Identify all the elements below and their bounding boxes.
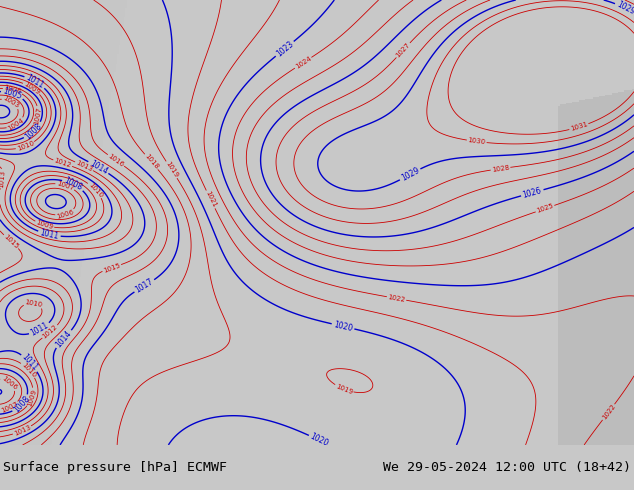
Text: 1014: 1014: [88, 159, 109, 176]
Text: 1015: 1015: [3, 233, 20, 250]
Text: 1010: 1010: [87, 181, 103, 199]
Text: 1011: 1011: [20, 353, 40, 373]
Text: 1012: 1012: [53, 157, 72, 169]
Text: 1027: 1027: [395, 42, 411, 59]
Text: 1013: 1013: [75, 159, 94, 172]
Text: 1019: 1019: [164, 161, 179, 179]
Text: 1007: 1007: [33, 106, 42, 125]
Text: 1030: 1030: [467, 137, 486, 146]
Text: 1028: 1028: [491, 165, 510, 173]
Text: 1024: 1024: [294, 55, 312, 70]
Text: 1010: 1010: [20, 361, 37, 378]
Text: 1009: 1009: [23, 80, 41, 96]
Text: 1013: 1013: [0, 169, 6, 188]
Text: 1029: 1029: [399, 166, 421, 183]
Text: 1006: 1006: [3, 85, 22, 96]
Text: 1003: 1003: [2, 95, 20, 109]
Text: 1006: 1006: [56, 208, 75, 220]
Text: 1010: 1010: [24, 299, 42, 308]
Text: 1016: 1016: [107, 153, 125, 168]
Text: 1029: 1029: [615, 0, 634, 17]
Text: 1011: 1011: [29, 321, 50, 338]
Text: 1013: 1013: [13, 424, 32, 437]
Text: 1026: 1026: [522, 186, 543, 199]
Text: 1007: 1007: [56, 180, 75, 191]
Text: 1012: 1012: [41, 324, 59, 340]
Text: 1020: 1020: [333, 320, 353, 333]
Text: 1010: 1010: [16, 140, 35, 152]
Text: 1009: 1009: [35, 220, 54, 231]
Text: 1006: 1006: [1, 375, 18, 391]
Text: 1020: 1020: [309, 432, 330, 449]
Text: 1009: 1009: [27, 388, 37, 407]
Text: 1015: 1015: [102, 262, 121, 273]
Text: 1008: 1008: [23, 121, 44, 141]
Text: 1011: 1011: [39, 228, 60, 241]
Text: 1014: 1014: [54, 329, 74, 349]
Text: 1022: 1022: [601, 403, 616, 421]
Text: 1018: 1018: [143, 153, 160, 171]
Text: 1005: 1005: [2, 86, 23, 101]
Text: 1017: 1017: [134, 277, 155, 295]
Text: 1008: 1008: [12, 394, 32, 415]
Text: 1004: 1004: [7, 117, 25, 132]
Text: 1007: 1007: [0, 401, 19, 414]
Text: We 29-05-2024 12:00 UTC (18+42): We 29-05-2024 12:00 UTC (18+42): [383, 461, 631, 474]
Text: 1021: 1021: [204, 190, 217, 209]
Text: 1011: 1011: [25, 73, 46, 90]
Text: 1023: 1023: [275, 39, 295, 58]
Text: 1022: 1022: [387, 294, 406, 303]
Text: 1008: 1008: [63, 176, 84, 193]
Text: 1019: 1019: [335, 383, 354, 395]
Text: 1031: 1031: [569, 122, 588, 132]
Text: Surface pressure [hPa] ECMWF: Surface pressure [hPa] ECMWF: [3, 461, 227, 474]
Text: 1025: 1025: [536, 203, 554, 215]
